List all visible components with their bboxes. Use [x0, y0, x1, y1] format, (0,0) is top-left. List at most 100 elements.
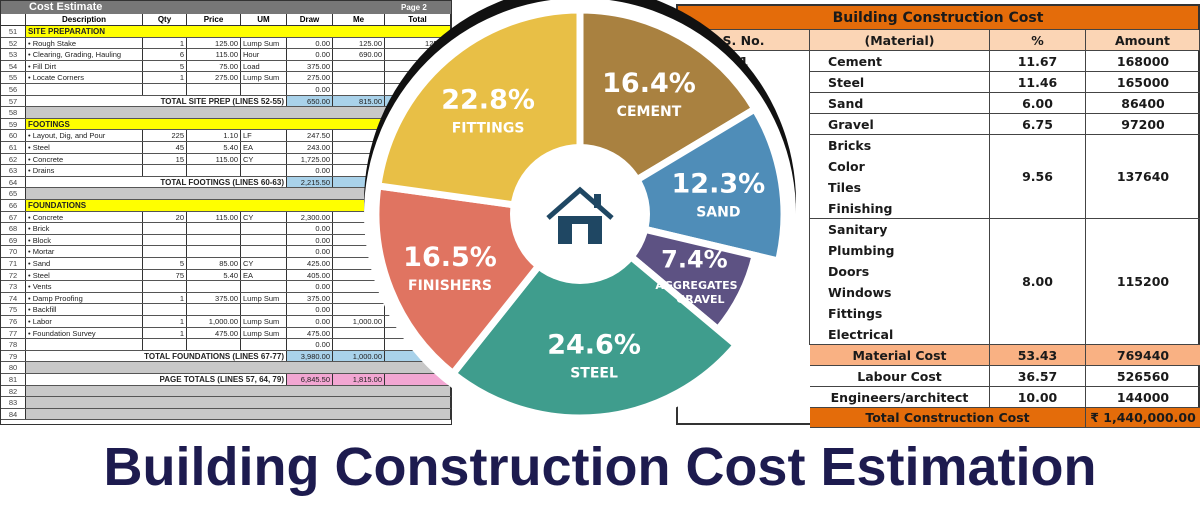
description-cell: • Clearing, Grading, Hauling	[26, 49, 143, 60]
draw-cell: 475.00	[287, 327, 333, 339]
table-row: 62 • Concrete 15 115.00 CY 1,725.00	[1, 153, 451, 166]
summary-amount: 144000	[1086, 387, 1200, 408]
column-header: Me	[333, 14, 385, 25]
material-name: Tiles	[810, 177, 990, 198]
qty-cell	[143, 281, 187, 292]
unit-cell	[241, 165, 287, 176]
price-cell: 115.00	[187, 211, 241, 223]
qty-cell: 225	[143, 130, 187, 141]
spreadsheet-column-headers: Description Qty Price UM Draw Me Total	[1, 14, 451, 26]
draw-cell: 0.00	[287, 281, 333, 292]
draw-cell: 375.00	[287, 60, 333, 72]
unit-cell: CY	[241, 211, 287, 223]
unit-cell	[241, 281, 287, 292]
row-number-cell: 56	[1, 84, 26, 95]
me-cell	[333, 327, 385, 339]
row-number-cell: 68	[1, 223, 26, 234]
description-cell: • Layout, Dig, and Pour	[26, 130, 143, 141]
qty-cell	[143, 339, 187, 350]
row-number-cell: 60	[1, 130, 26, 141]
row-number: 82	[1, 385, 26, 397]
qty-cell: 15	[143, 153, 187, 165]
row-number-cell: 71	[1, 258, 26, 269]
table-header: Amount	[1086, 30, 1200, 51]
draw-cell: 0.00	[287, 246, 333, 257]
material-name: Fittings	[810, 303, 990, 324]
me-cell: 125.00	[333, 37, 385, 49]
me-cell	[333, 84, 385, 95]
draw-cell: 425.00	[287, 258, 333, 269]
slice-name-label: CEMENT	[617, 104, 682, 120]
group-pct: 8.00	[990, 219, 1086, 345]
row-number: 57	[1, 95, 26, 107]
table-row: 78 0.00	[1, 339, 451, 351]
summary-label: Engineers/architect	[810, 387, 990, 408]
table-row: 82	[1, 385, 451, 398]
total-label: TOTAL FOUNDATIONS (LINES 67-77)	[26, 350, 287, 362]
unit-cell: Hour	[241, 49, 287, 60]
row-number: 64	[1, 176, 26, 188]
slice-percent-label: 12.3%	[672, 169, 766, 200]
unit-cell: EA	[241, 269, 287, 281]
row-number-cell: 55	[1, 72, 26, 83]
draw-cell: 0.00	[287, 165, 333, 176]
description-cell: • Steel	[26, 142, 143, 153]
row-number: 59	[1, 118, 26, 130]
unit-cell: LF	[241, 130, 287, 141]
table-row: 71 • Sand 5 85.00 CY 425.00	[1, 258, 451, 270]
slice-name-label: SAND	[696, 205, 740, 221]
draw-cell: 243.00	[287, 142, 333, 153]
qty-cell: 5	[143, 258, 187, 269]
row-number: 66	[1, 200, 26, 211]
me-cell: 1,000.00	[333, 316, 385, 327]
description-cell	[26, 339, 143, 350]
qty-cell: 1	[143, 292, 187, 304]
unit-cell: Lump Sum	[241, 37, 287, 49]
row-number-cell: 73	[1, 281, 26, 292]
house-icon-part	[572, 224, 588, 244]
summary-label: Labour Cost	[810, 366, 990, 387]
description-cell: • Sand	[26, 258, 143, 269]
unit-cell: Lump Sum	[241, 316, 287, 327]
slice-percent-label: 7.4%	[661, 245, 728, 273]
row-number-cell: 77	[1, 327, 26, 339]
table-title: Building Construction Cost	[678, 6, 1198, 30]
qty-cell: 20	[143, 211, 187, 223]
material-name: Sanitary	[810, 219, 990, 240]
price-cell	[187, 223, 241, 234]
material-pct: 6.00	[990, 93, 1086, 114]
draw-cell: 0.00	[287, 304, 333, 315]
slice-name-label: AGGREGATES / GRAVEL	[655, 279, 746, 307]
serial-merged-cell	[678, 51, 810, 345]
me-cell	[333, 72, 385, 83]
draw-cell: 0.00	[287, 84, 333, 95]
slice-name-label: FITTINGS	[452, 120, 525, 136]
draw-cell: 405.00	[287, 269, 333, 281]
material-amount: 168000	[1086, 51, 1200, 72]
unit-cell	[241, 234, 287, 246]
row-number-cell: 52	[1, 37, 26, 49]
total-amount: ₹ 1,440,000.00	[1086, 408, 1200, 428]
pie-slice	[448, 209, 742, 422]
qty-cell	[143, 246, 187, 257]
material-name: Finishing	[810, 198, 990, 219]
draw-cell: 375.00	[287, 292, 333, 304]
blank-row	[26, 397, 451, 408]
draw-cell: 1,725.00	[287, 153, 333, 165]
qty-cell: 1	[143, 316, 187, 327]
table-row: 84	[1, 408, 451, 421]
total-label: PAGE TOTALS (LINES 57, 64, 79)	[26, 374, 287, 385]
unit-cell: EA	[241, 142, 287, 153]
house-icon-part	[594, 194, 601, 208]
row-number-cell: 63	[1, 165, 26, 176]
group-amount: 115200	[1086, 219, 1200, 345]
draw-cell: 0.00	[287, 234, 333, 246]
draw-cell: 0.00	[287, 49, 333, 60]
price-cell: 125.00	[187, 37, 241, 49]
unit-cell: Lump Sum	[241, 292, 287, 304]
row-number-cell: 54	[1, 60, 26, 72]
qty-cell	[143, 223, 187, 234]
material-name: Bricks	[810, 135, 990, 156]
column-header: UM	[241, 14, 287, 25]
unit-cell	[241, 223, 287, 234]
